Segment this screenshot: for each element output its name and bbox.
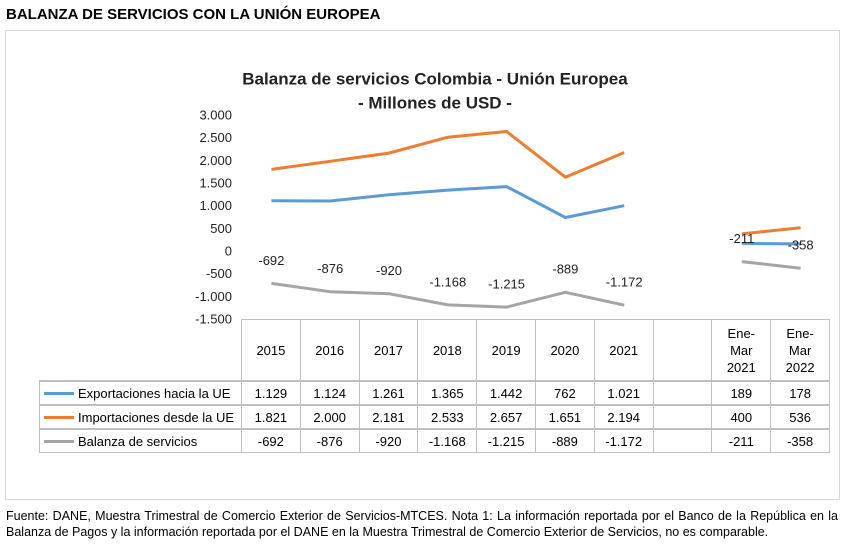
legend-label: Balanza de servicios <box>78 433 198 449</box>
table-value: -920 <box>358 429 419 453</box>
data-label: -1.215 <box>488 277 525 292</box>
table-value: -1.168 <box>417 429 478 453</box>
chart-subtitle: - Millones de USD - <box>358 93 512 112</box>
y-tick-label: 1.000 <box>199 198 232 213</box>
y-tick-label: 2.500 <box>199 130 232 145</box>
table-value: -211 <box>711 429 772 453</box>
y-tick-label: -500 <box>206 266 232 281</box>
table-value <box>652 381 713 405</box>
footer-note: Fuente: DANE, Muestra Trimestral de Come… <box>6 509 838 539</box>
legend-label: Importaciones desde la UE <box>78 409 235 425</box>
data-label: -876 <box>317 261 343 276</box>
legend-swatch <box>44 415 74 419</box>
table-value: 2.657 <box>476 405 536 429</box>
table-value: 1.021 <box>593 381 654 405</box>
y-tick-label: -1.500 <box>195 311 232 326</box>
table-value: 1.651 <box>535 405 595 429</box>
legend-label: Exportaciones hacia la UE <box>78 385 231 401</box>
chart-title: Balanza de servicios Colombia - Unión Eu… <box>242 69 628 88</box>
legend-entry: Balanza de servicios <box>39 429 242 453</box>
legend-swatch <box>44 439 74 443</box>
series-line <box>271 260 801 309</box>
column-header: 2019 <box>476 319 536 381</box>
table-value: -692 <box>241 429 301 453</box>
table-value: 2.533 <box>417 405 478 429</box>
table-value: 189 <box>711 381 772 405</box>
data-label: -889 <box>552 262 578 277</box>
y-tick-label: 500 <box>210 221 232 236</box>
table-value: 536 <box>770 405 830 429</box>
y-tick-label: -1.000 <box>195 289 232 304</box>
data-label: -692 <box>258 253 284 268</box>
table-value: 1.124 <box>299 381 360 405</box>
table-corner <box>39 319 242 381</box>
data-label: -1.172 <box>606 275 643 290</box>
column-header: 2018 <box>417 319 478 381</box>
column-header: 2016 <box>299 319 360 381</box>
table-value: 1.261 <box>358 381 419 405</box>
page-heading: BALANZA DE SERVICIOS CON LA UNIÓN EUROPE… <box>6 6 381 23</box>
column-header: 2021 <box>593 319 654 381</box>
table-value: 2.194 <box>593 405 654 429</box>
column-header: 2015 <box>241 319 301 381</box>
table-value: -1.215 <box>476 429 536 453</box>
table-value: 178 <box>770 381 830 405</box>
table-value: 1.365 <box>417 381 478 405</box>
column-header <box>652 319 713 381</box>
column-header: Ene-Mar 2021 <box>711 319 772 381</box>
table-value: 1.129 <box>241 381 301 405</box>
table-value: -358 <box>770 429 830 453</box>
table-value: -1.172 <box>593 429 654 453</box>
data-label: -358 <box>788 238 814 253</box>
table-value: -889 <box>535 429 595 453</box>
data-label: -1.168 <box>429 274 466 289</box>
legend-entry: Importaciones desde la UE <box>39 405 242 429</box>
table-value: 1.442 <box>476 381 536 405</box>
table-value: 2.181 <box>358 405 419 429</box>
table-value: 2.000 <box>299 405 360 429</box>
y-tick-label: 0 <box>225 243 232 258</box>
y-tick-label: 2.000 <box>199 153 232 168</box>
table-value: 762 <box>535 381 595 405</box>
table-value: -876 <box>299 429 360 453</box>
column-header: 2017 <box>358 319 419 381</box>
series-line <box>271 185 801 246</box>
data-label: -211 <box>729 231 754 246</box>
table-value: 400 <box>711 405 772 429</box>
data-label: -920 <box>376 263 402 278</box>
column-header: Ene-Mar 2022 <box>770 319 830 381</box>
column-header: 2020 <box>535 319 595 381</box>
legend-entry: Exportaciones hacia la UE <box>39 381 242 405</box>
table-value <box>652 429 713 453</box>
y-tick-label: 3.000 <box>199 107 232 122</box>
y-tick-label: 1.500 <box>199 175 232 190</box>
chart-frame <box>5 30 840 500</box>
table-value: 1.821 <box>241 405 301 429</box>
legend-swatch <box>44 391 74 395</box>
table-value <box>652 405 713 429</box>
series-line <box>271 130 801 236</box>
